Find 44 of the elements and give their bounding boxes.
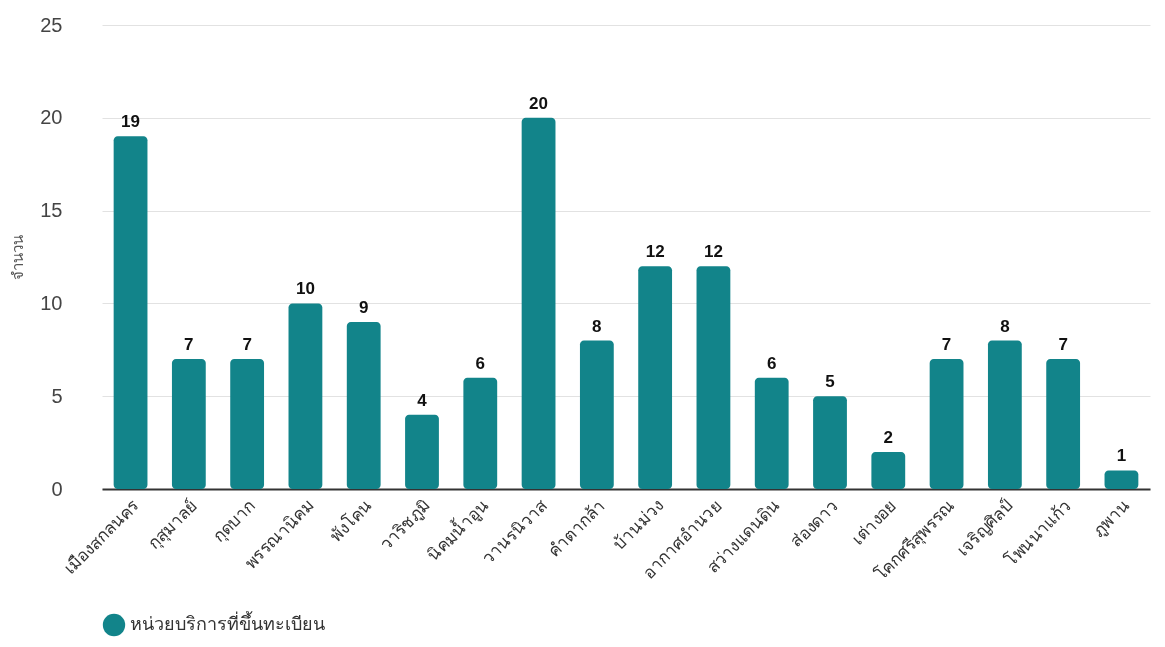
- bar: [813, 396, 847, 489]
- data-label: 20: [529, 93, 549, 113]
- bar: [521, 117, 556, 489]
- legend-label: หน่วยบริการที่ขึ้นทะเบียน: [130, 611, 325, 634]
- bar: [987, 340, 1022, 489]
- data-label: 7: [1058, 335, 1068, 355]
- bar: [346, 321, 381, 489]
- data-label: 7: [941, 335, 952, 355]
- bar: [405, 414, 439, 489]
- data-label: 12: [703, 242, 723, 262]
- data-label: 12: [645, 242, 665, 262]
- data-label: 8: [592, 316, 602, 336]
- y-tick-label: 15: [40, 199, 63, 222]
- bar: [638, 266, 673, 489]
- y-tick-label: 0: [51, 477, 63, 500]
- bar: [288, 303, 323, 489]
- bar: [929, 359, 964, 489]
- data-label: 7: [184, 335, 194, 355]
- bar: [871, 451, 906, 489]
- data-label: 8: [1000, 316, 1010, 336]
- data-label: 6: [475, 353, 486, 373]
- data-label: 19: [121, 112, 141, 132]
- y-tick-label: 10: [40, 291, 63, 314]
- bar: [230, 359, 265, 489]
- bar: [171, 359, 206, 489]
- data-label: 9: [358, 297, 369, 317]
- data-label: 7: [242, 335, 252, 355]
- data-label: 4: [417, 390, 428, 410]
- data-label: 1: [1116, 446, 1127, 466]
- bar: [579, 340, 614, 489]
- y-tick-label: 5: [51, 384, 63, 407]
- data-label: 10: [295, 279, 315, 299]
- bar: [463, 377, 498, 489]
- y-tick-label: 25: [40, 13, 63, 36]
- data-label: 2: [883, 427, 894, 447]
- bar: [754, 377, 789, 489]
- bar: [1046, 359, 1081, 489]
- bar: [113, 136, 148, 489]
- y-axis-title: จำนวน: [9, 235, 28, 280]
- bar: [696, 266, 731, 489]
- data-label: 5: [825, 372, 835, 392]
- y-tick-label: 20: [40, 106, 63, 129]
- bar: [1104, 470, 1139, 489]
- data-label: 6: [766, 353, 777, 373]
